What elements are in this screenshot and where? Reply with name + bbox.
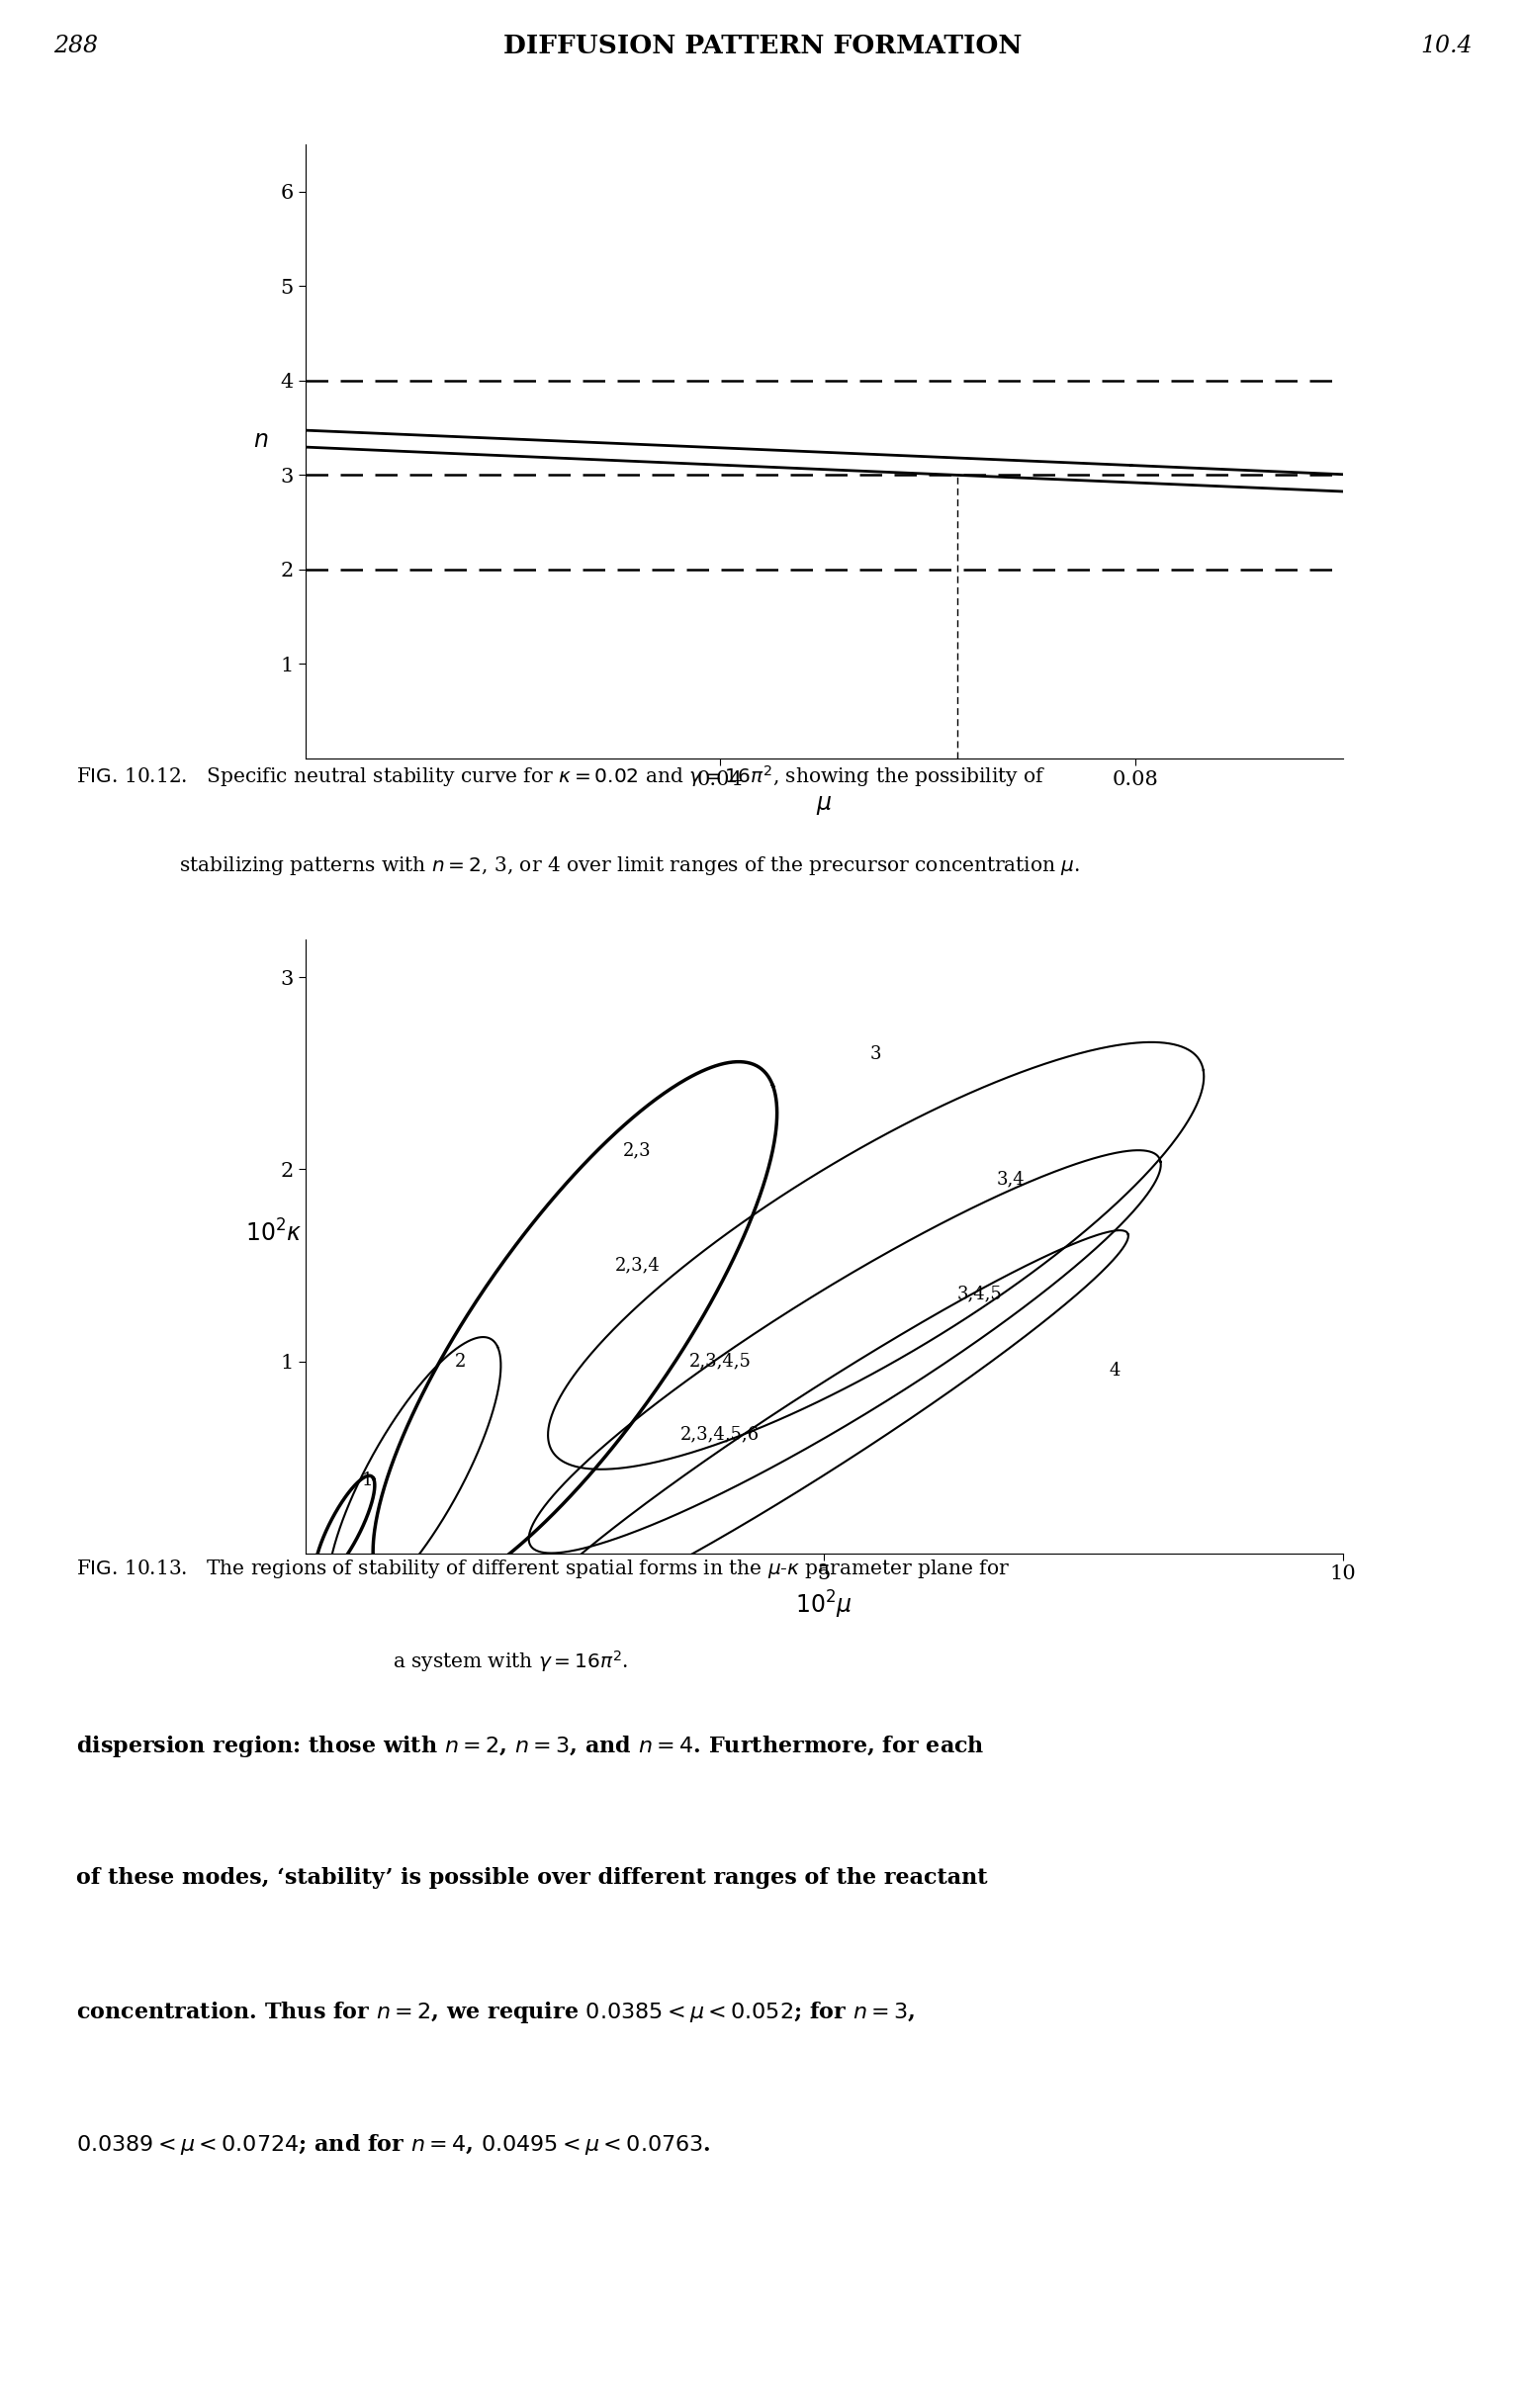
Text: 3,4,5: 3,4,5 xyxy=(957,1286,1003,1303)
Text: 10.4: 10.4 xyxy=(1421,34,1473,58)
Text: 2,3,4: 2,3,4 xyxy=(615,1257,659,1274)
Text: of these modes, ‘stability’ is possible over different ranges of the reactant: of these modes, ‘stability’ is possible … xyxy=(76,1866,987,1888)
Text: a system with $\gamma = 16\pi^2$.: a system with $\gamma = 16\pi^2$. xyxy=(392,1649,627,1674)
Text: dispersion region: those with $n = 2$, $n = 3$, and $n = 4$. Furthermore, for ea: dispersion region: those with $n = 2$, $… xyxy=(76,1734,984,1760)
Text: 2,3,4,5: 2,3,4,5 xyxy=(690,1353,751,1370)
Text: 1: 1 xyxy=(362,1471,374,1488)
Y-axis label: $10^2\kappa$: $10^2\kappa$ xyxy=(246,1218,302,1247)
Text: 2,3,4,5,6: 2,3,4,5,6 xyxy=(681,1426,760,1442)
X-axis label: $10^2\mu$: $10^2\mu$ xyxy=(795,1589,853,1621)
Text: 288: 288 xyxy=(53,34,98,58)
Text: F$\rm{IG}$. 10.13.   The regions of stability of different spatial forms in the : F$\rm{IG}$. 10.13. The regions of stabil… xyxy=(76,1558,1010,1580)
Text: 2: 2 xyxy=(455,1353,467,1370)
Text: 4: 4 xyxy=(1109,1363,1120,1380)
Text: 3,4: 3,4 xyxy=(996,1170,1025,1187)
Text: 2,3: 2,3 xyxy=(623,1141,652,1158)
Text: $0.0389 < \mu < 0.0724$; and for $n = 4$, $0.0495 < \mu < 0.0763$.: $0.0389 < \mu < 0.0724$; and for $n = 4$… xyxy=(76,2133,711,2158)
Text: 3: 3 xyxy=(870,1045,882,1064)
Text: stabilizing patterns with $n = 2$, 3, or 4 over limit ranges of the precursor co: stabilizing patterns with $n = 2$, 3, or… xyxy=(180,855,1080,877)
Y-axis label: $n$: $n$ xyxy=(253,429,269,453)
X-axis label: $\mu$: $\mu$ xyxy=(816,795,832,816)
Text: DIFFUSION PATTERN FORMATION: DIFFUSION PATTERN FORMATION xyxy=(504,34,1022,58)
Text: concentration. Thus for $n = 2$, we require $0.0385 < \mu < 0.052$; for $n = 3$,: concentration. Thus for $n = 2$, we requ… xyxy=(76,1999,916,2025)
Text: F$\rm{IG}$. 10.12.   Specific neutral stability curve for $\kappa = 0.02$ and $\: F$\rm{IG}$. 10.12. Specific neutral stab… xyxy=(76,763,1045,790)
